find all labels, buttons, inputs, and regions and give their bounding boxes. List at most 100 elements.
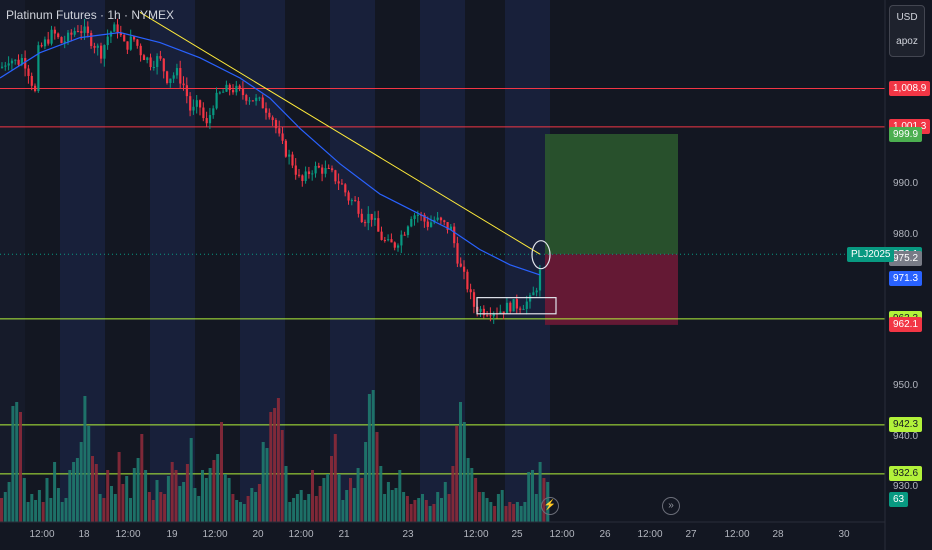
volume-bar xyxy=(375,432,379,522)
volume-bar xyxy=(493,506,497,522)
volume-bar xyxy=(185,464,189,522)
candle-body xyxy=(265,108,268,113)
volume-bar xyxy=(428,506,432,522)
volume-bar xyxy=(246,496,250,522)
price-tick: 930.0 xyxy=(893,481,919,492)
candle-body xyxy=(393,242,396,248)
session-band xyxy=(25,0,60,522)
candle-body xyxy=(522,308,525,310)
volume-bar xyxy=(341,500,345,522)
candle-body xyxy=(502,311,505,314)
candle-body xyxy=(284,140,287,157)
candle-body xyxy=(169,78,172,84)
volume-bar xyxy=(519,506,523,522)
time-tick: 21 xyxy=(338,529,350,540)
candle-body xyxy=(90,33,93,46)
lightning-icon[interactable]: ⚡ xyxy=(541,497,559,515)
volume-bar xyxy=(269,412,273,522)
candle-body xyxy=(288,154,291,157)
candle-body xyxy=(27,68,30,76)
candle-body xyxy=(261,97,264,109)
candle-body xyxy=(509,302,512,312)
candle-body xyxy=(377,218,380,232)
candle-body xyxy=(14,59,17,61)
volume-bar xyxy=(72,462,76,522)
currency-selector[interactable]: USD apoz xyxy=(889,5,925,57)
volume-bar xyxy=(352,488,356,522)
session-band xyxy=(375,0,420,522)
fast-forward-icon[interactable]: » xyxy=(662,497,680,515)
volume-bar xyxy=(212,460,216,522)
currency-code: USD xyxy=(896,12,918,23)
volume-bar xyxy=(257,484,261,522)
candle-body xyxy=(189,96,192,111)
candle-body xyxy=(532,292,535,296)
candle-body xyxy=(17,59,20,65)
volume-bar xyxy=(295,494,299,522)
candle-body xyxy=(232,90,235,93)
volume-bar xyxy=(201,470,204,522)
candle-body xyxy=(53,29,56,34)
candle-body xyxy=(225,84,228,92)
candle-body xyxy=(469,289,472,293)
candle-body xyxy=(142,55,146,61)
volume-bar xyxy=(459,402,462,522)
candle-body xyxy=(370,213,373,220)
session-band xyxy=(330,0,375,522)
volume-bar xyxy=(481,492,485,522)
candle-body xyxy=(80,31,83,33)
time-tick: 26 xyxy=(599,529,611,540)
candle-body xyxy=(364,222,367,224)
volume-bar xyxy=(166,476,170,522)
volume-bar xyxy=(94,464,98,522)
volume-bar xyxy=(170,462,174,522)
price-label: 999.9 xyxy=(889,126,923,142)
volume-bar xyxy=(409,504,413,522)
candle-body xyxy=(166,71,169,84)
time-tick: 20 xyxy=(252,529,264,540)
candle-body xyxy=(100,45,103,59)
candle-body xyxy=(4,65,7,67)
volume-bar xyxy=(364,442,368,522)
candle-body xyxy=(397,245,400,248)
candle-body xyxy=(43,39,47,47)
candle-body xyxy=(182,83,185,86)
target-zone xyxy=(545,134,678,255)
volume-bar xyxy=(273,408,277,522)
candle-body xyxy=(443,220,446,223)
volume-bar xyxy=(7,482,11,522)
candle-body xyxy=(311,173,314,175)
price-label: 1,008.9 xyxy=(889,81,931,97)
candle-body xyxy=(505,302,509,314)
volume-bar xyxy=(136,458,140,522)
volume-bar xyxy=(474,478,478,522)
volume-bar xyxy=(208,468,212,522)
time-tick: 25 xyxy=(511,529,523,540)
candle-body xyxy=(67,32,70,42)
candle-body xyxy=(489,315,492,317)
time-tick: 18 xyxy=(78,529,90,540)
candle-body xyxy=(30,75,33,86)
volume-bar xyxy=(117,452,121,522)
volume-bar xyxy=(216,454,220,522)
candle-body xyxy=(1,66,4,68)
horizontal-levels xyxy=(0,88,885,475)
volume-bar xyxy=(250,488,254,522)
volume-bar xyxy=(421,494,424,522)
volume-bar xyxy=(440,498,443,522)
candle-body xyxy=(238,85,241,89)
volume-bar xyxy=(307,494,311,522)
volume-bar xyxy=(83,396,87,522)
candle-body xyxy=(307,171,311,175)
volume-bar xyxy=(443,482,447,522)
candle-body xyxy=(251,100,254,102)
candle-body xyxy=(228,84,231,91)
session-band xyxy=(150,0,195,522)
candle-body xyxy=(20,58,23,65)
candle-body xyxy=(426,221,429,227)
volume-bar xyxy=(151,500,155,522)
candle-body xyxy=(334,170,337,182)
candle-body xyxy=(34,85,37,92)
volume-bar xyxy=(394,488,398,522)
